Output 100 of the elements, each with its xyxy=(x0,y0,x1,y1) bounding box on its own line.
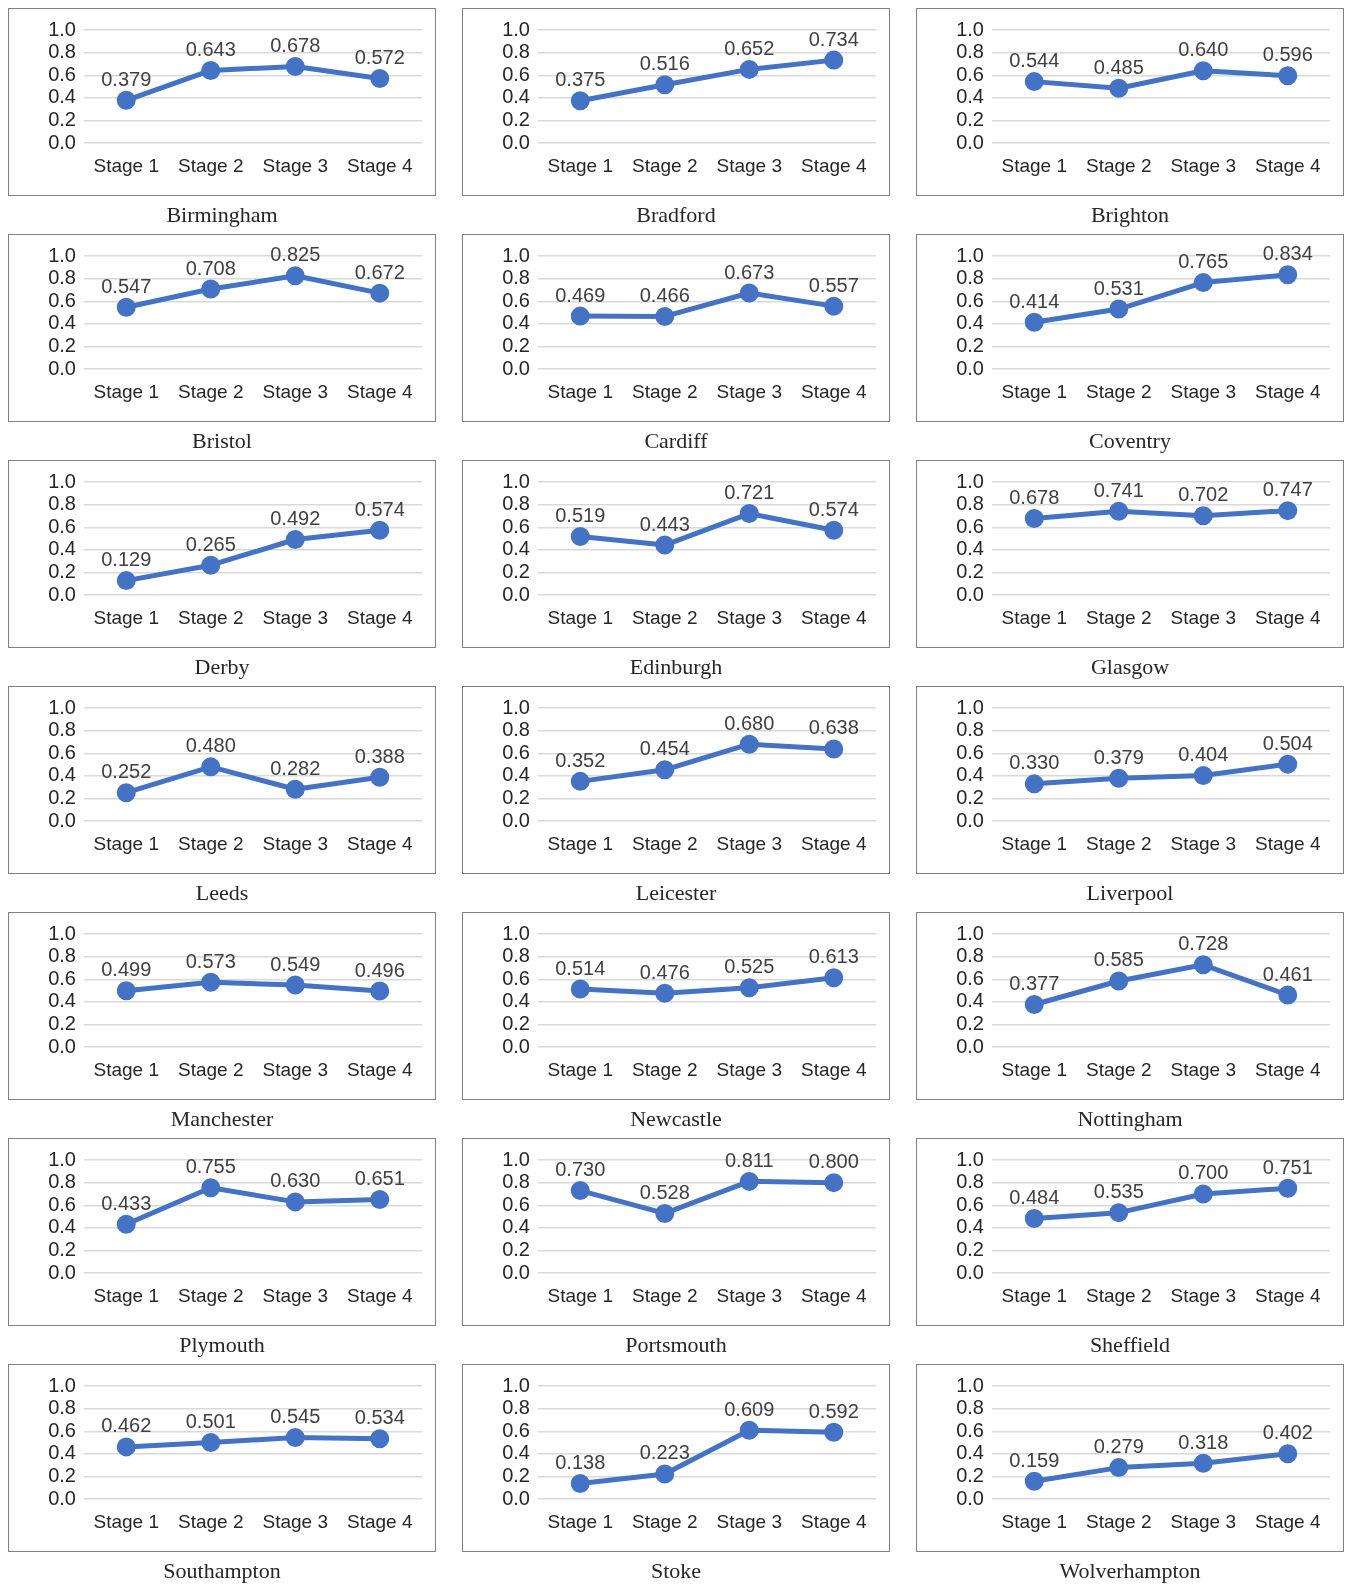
data-label: 0.279 xyxy=(1093,1435,1144,1458)
point xyxy=(1024,312,1044,332)
text: Newcastle xyxy=(629,1106,723,1132)
point xyxy=(570,979,590,999)
y-tick-label: 1.0 xyxy=(956,1147,984,1170)
point xyxy=(1109,1203,1129,1223)
y-tick-label: 1.0 xyxy=(956,469,984,492)
y-tick-label: 0.6 xyxy=(48,288,76,311)
data-label: 0.388 xyxy=(354,744,405,767)
y-tick-label: 0.8 xyxy=(956,944,984,967)
data-label: 0.469 xyxy=(555,283,606,306)
data-label: 0.572 xyxy=(354,45,405,68)
x-tick-label: Stage 2 xyxy=(178,1058,244,1080)
point xyxy=(824,739,844,759)
y-tick-label: 0.4 xyxy=(956,989,984,1012)
point xyxy=(201,757,221,777)
y-tick-label: 1.0 xyxy=(502,469,530,492)
x-tick-label: Stage 2 xyxy=(178,832,244,854)
text: Sheffield xyxy=(1088,1332,1172,1358)
point xyxy=(655,760,675,780)
data-label: 0.585 xyxy=(1093,948,1144,971)
point xyxy=(1024,995,1044,1015)
data-label: 0.678 xyxy=(1009,485,1060,508)
y-tick-label: 0.0 xyxy=(502,130,530,153)
data-label: 0.375 xyxy=(555,68,606,91)
x-tick-label: Stage 1 xyxy=(547,154,613,176)
x-tick-label: Stage 3 xyxy=(262,1058,328,1080)
y-tick-label: 0.6 xyxy=(48,740,76,763)
data-label: 0.652 xyxy=(724,36,775,59)
text: Stoke xyxy=(649,1558,703,1584)
data-label: 0.535 xyxy=(1093,1180,1144,1203)
y-tick-label: 0.8 xyxy=(48,1396,76,1419)
data-label: 0.282 xyxy=(270,756,321,779)
y-tick-label: 0.4 xyxy=(48,311,76,334)
point xyxy=(116,571,136,591)
data-label: 0.528 xyxy=(639,1180,690,1203)
point xyxy=(655,306,675,326)
y-tick-label: 0.6 xyxy=(502,740,530,763)
y-tick-label: 0.2 xyxy=(502,1238,530,1261)
x-tick-label: Stage 4 xyxy=(801,1058,867,1080)
point xyxy=(116,90,136,110)
data-label: 0.476 xyxy=(639,960,690,983)
data-label: 0.672 xyxy=(354,260,405,283)
data-label: 0.330 xyxy=(1009,751,1060,774)
x-tick-label: Stage 4 xyxy=(347,154,413,176)
data-label: 0.651 xyxy=(354,1167,405,1190)
y-tick-label: 0.6 xyxy=(956,966,984,989)
y-tick-label: 0.8 xyxy=(502,266,530,289)
x-tick-label: Stage 4 xyxy=(801,154,867,176)
y-tick-label: 1.0 xyxy=(48,469,76,492)
data-label: 0.485 xyxy=(1093,55,1144,78)
x-tick-label: Stage 1 xyxy=(93,1058,159,1080)
y-tick-label: 0.4 xyxy=(956,311,984,334)
y-tick-label: 0.2 xyxy=(502,560,530,583)
point xyxy=(570,306,590,326)
y-tick-label: 0.8 xyxy=(956,1396,984,1419)
y-tick-label: 0.0 xyxy=(48,808,76,831)
point xyxy=(201,1432,221,1452)
data-label: 0.433 xyxy=(101,1191,152,1214)
y-tick-label: 0.4 xyxy=(502,1441,530,1464)
data-label: 0.549 xyxy=(270,952,321,975)
data-label: 0.825 xyxy=(270,243,321,266)
data-label: 0.741 xyxy=(1093,478,1144,501)
point xyxy=(370,68,390,88)
x-tick-label: Stage 4 xyxy=(801,832,867,854)
data-label: 0.223 xyxy=(639,1441,690,1464)
text: Coventry xyxy=(1088,428,1172,454)
text: Nottingham xyxy=(1076,1106,1184,1132)
point xyxy=(739,504,759,524)
point xyxy=(739,1171,759,1191)
y-tick-label: 0.4 xyxy=(502,85,530,108)
y-tick-label: 0.0 xyxy=(502,356,530,379)
point xyxy=(370,1190,390,1210)
x-tick-label: Stage 2 xyxy=(178,1284,244,1306)
y-tick-label: 0.0 xyxy=(48,1260,76,1283)
point xyxy=(1109,299,1129,319)
point xyxy=(1278,754,1298,774)
y-tick-label: 0.0 xyxy=(956,808,984,831)
point xyxy=(824,296,844,316)
x-tick-label: Stage 2 xyxy=(1086,380,1152,402)
point xyxy=(1278,1178,1298,1198)
y-tick-label: 0.2 xyxy=(502,334,530,357)
x-tick-label: Stage 4 xyxy=(1255,1284,1321,1306)
y-tick-label: 0.0 xyxy=(956,356,984,379)
y-tick-label: 0.2 xyxy=(502,1464,530,1487)
data-label: 0.454 xyxy=(639,737,690,760)
y-tick-label: 0.2 xyxy=(48,1464,76,1487)
x-tick-label: Stage 3 xyxy=(716,1284,782,1306)
point xyxy=(1024,774,1044,794)
y-tick-label: 0.8 xyxy=(502,944,530,967)
y-tick-label: 0.0 xyxy=(48,130,76,153)
point xyxy=(1109,78,1129,98)
data-label: 0.643 xyxy=(185,37,236,60)
x-tick-label: Stage 2 xyxy=(632,1058,698,1080)
y-tick-label: 1.0 xyxy=(956,695,984,718)
y-tick-label: 1.0 xyxy=(502,921,530,944)
x-tick-label: Stage 1 xyxy=(1001,1284,1067,1306)
y-tick-label: 0.2 xyxy=(48,560,76,583)
x-tick-label: Stage 1 xyxy=(93,1510,159,1532)
point xyxy=(1278,501,1298,521)
